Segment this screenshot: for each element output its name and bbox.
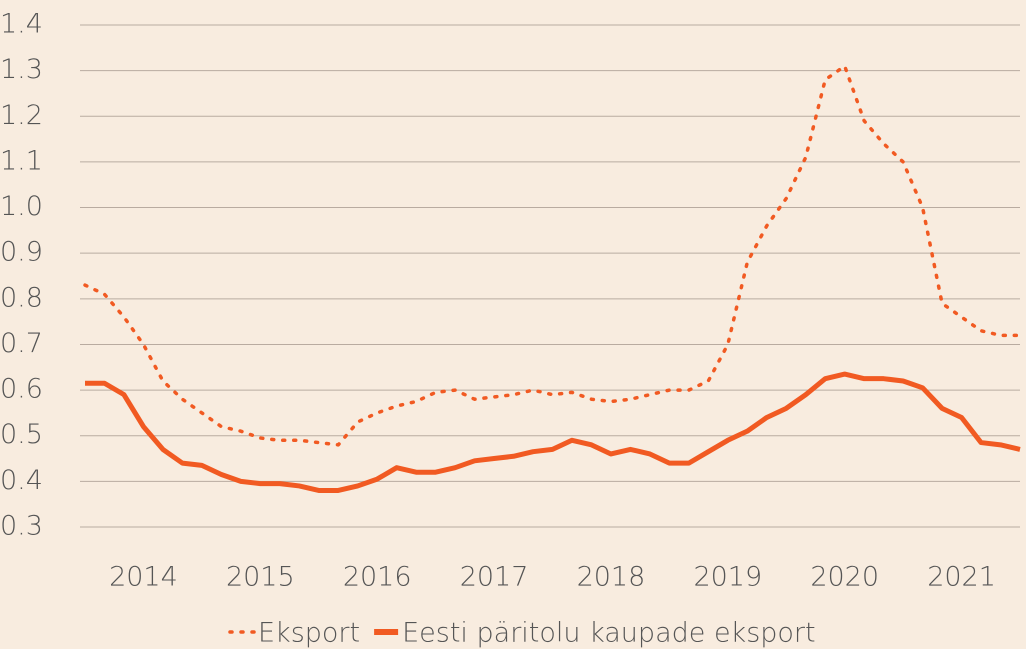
line-series [85,371,1021,493]
x-tick-label: 2020 [810,562,879,593]
y-tick-label: 0.6 [0,374,43,405]
x-tick-label: 2019 [693,562,762,593]
y-tick-label: 1.3 [0,54,43,85]
y-tick-label: 0.4 [0,465,43,496]
y-tick-label: 0.9 [0,237,43,268]
y-tick-label: 1.4 [0,9,43,40]
legend-label: Eesti päritolu kaupade eksport [402,618,816,649]
legend-label: Eksport [258,618,360,649]
x-tick-label: 2021 [927,562,996,593]
y-tick-label: 0.7 [0,328,43,359]
y-tick-label: 0.8 [0,282,43,313]
y-tick-label: 1.1 [0,145,43,176]
x-tick-label: 2017 [460,562,529,593]
y-tick-label: 0.5 [0,419,43,450]
x-tick-label: 2014 [109,562,178,593]
y-tick-label: 1.0 [0,191,43,222]
line-series [83,64,1022,447]
x-tick-label: 2018 [577,562,646,593]
y-tick-label: 0.3 [0,511,43,542]
x-tick-label: 2015 [226,562,295,593]
x-tick-label: 2016 [343,562,412,593]
y-tick-label: 1.2 [0,100,43,131]
